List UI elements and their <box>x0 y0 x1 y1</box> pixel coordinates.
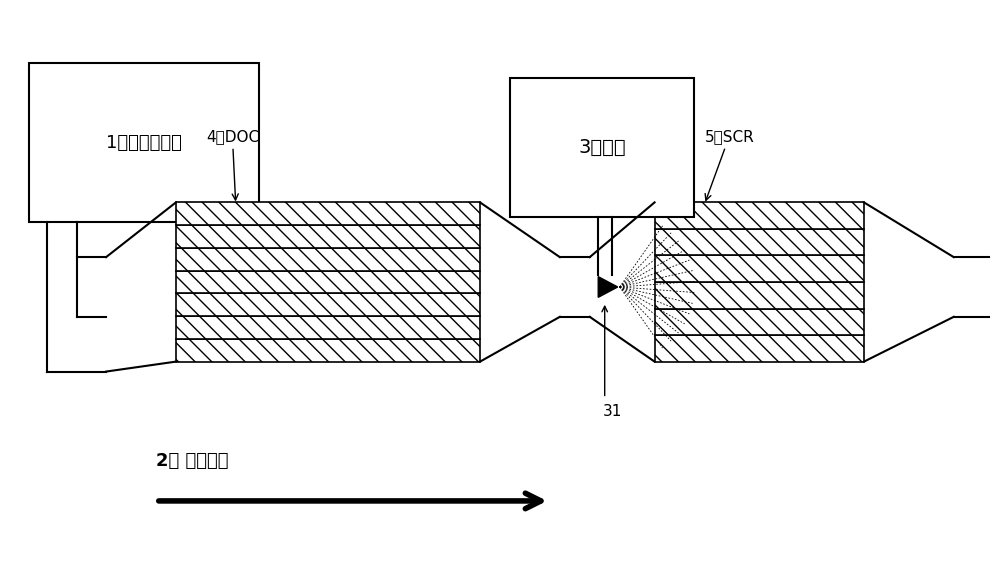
Bar <box>655 256 864 282</box>
Bar <box>176 339 480 362</box>
Text: 3：尿素: 3：尿素 <box>578 138 626 157</box>
Text: 1：柴油发动机: 1：柴油发动机 <box>106 134 182 152</box>
Bar <box>176 293 480 316</box>
Text: 31: 31 <box>603 404 622 419</box>
Bar <box>655 308 864 335</box>
Text: 4：DOC: 4：DOC <box>206 129 259 200</box>
Text: 2： 废气流路: 2： 废气流路 <box>156 452 228 470</box>
Bar <box>655 229 864 256</box>
Bar <box>655 335 864 362</box>
Bar <box>176 225 480 248</box>
Polygon shape <box>598 277 618 297</box>
Bar <box>29 63 259 222</box>
Text: 5：SCR: 5：SCR <box>704 129 754 200</box>
Bar <box>655 202 864 229</box>
Bar <box>176 202 480 225</box>
Bar <box>176 248 480 270</box>
Bar <box>510 78 694 217</box>
Bar <box>176 270 480 293</box>
Bar <box>176 316 480 339</box>
Bar <box>655 282 864 308</box>
